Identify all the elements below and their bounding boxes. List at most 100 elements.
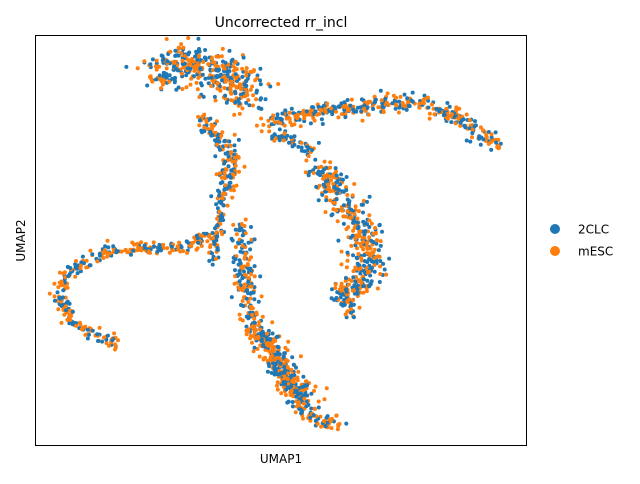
point-2clc [131,248,136,253]
point-mesc [384,272,389,277]
point-mesc [373,225,378,230]
point-mesc [345,258,350,263]
point-2clc [284,387,289,392]
point-2clc [214,67,219,72]
point-mesc [316,399,321,404]
point-2clc [380,229,384,234]
point-mesc [345,209,350,214]
point-mesc [202,112,207,117]
point-mesc [240,243,245,248]
point-2clc [320,170,325,175]
point-mesc [214,172,219,177]
point-mesc [196,114,201,119]
point-mesc [349,307,354,312]
point-mesc [229,98,234,103]
point-2clc [275,112,280,117]
point-mesc [142,59,147,64]
point-2clc [217,67,222,72]
point-2clc [197,118,202,123]
point-mesc [200,233,205,238]
point-mesc [302,396,307,401]
point-2clc [204,231,209,236]
point-2clc [213,154,218,159]
point-2clc [359,97,364,102]
point-mesc [464,112,469,117]
point-mesc [106,343,111,348]
point-mesc [242,272,247,277]
point-2clc [304,109,309,114]
point-2clc [356,225,361,229]
point-mesc [497,145,502,150]
point-mesc [323,107,328,111]
point-mesc [283,393,288,397]
point-2clc [278,116,283,121]
point-2clc [316,169,321,174]
point-2clc [231,260,236,265]
point-2clc [241,55,246,60]
point-2clc [358,271,363,276]
point-2clc [203,76,208,81]
point-2clc [209,75,214,80]
point-2clc [258,78,262,83]
point-mesc [245,263,250,268]
point-2clc [323,179,328,184]
point-mesc [385,91,390,96]
point-mesc [179,42,184,47]
point-mesc [336,115,341,120]
point-2clc [236,262,241,267]
point-mesc [189,76,194,81]
point-2clc [215,246,220,250]
point-2clc [276,345,281,349]
point-mesc [56,307,61,312]
point-2clc [232,143,237,148]
point-mesc [268,358,273,362]
point-2clc [330,212,335,217]
point-mesc [217,171,222,176]
point-mesc [219,229,224,234]
point-2clc [173,75,177,80]
point-mesc [378,239,383,244]
point-2clc [81,261,86,266]
point-mesc [231,68,236,73]
point-mesc [167,79,172,84]
point-mesc [79,327,84,332]
point-2clc [244,79,249,84]
point-2clc [289,106,294,111]
point-2clc [232,148,237,153]
point-mesc [193,63,198,68]
point-mesc [266,118,271,123]
point-2clc [195,236,200,241]
point-2clc [459,118,464,123]
point-2clc [367,283,372,288]
point-mesc [331,182,336,186]
point-mesc [282,123,287,128]
point-mesc [458,123,463,128]
point-mesc [417,105,422,110]
point-2clc [341,203,346,208]
point-2clc [236,97,241,102]
point-2clc [332,185,337,190]
point-2clc [320,192,325,197]
point-2clc [246,279,251,284]
point-2clc [355,287,360,292]
point-2clc [289,384,294,388]
point-mesc [322,397,327,402]
point-mesc [215,142,219,147]
legend-marker-2clc [550,224,560,234]
point-2clc [362,284,366,288]
point-2clc [90,252,95,257]
point-mesc [402,103,407,108]
point-mesc [113,342,117,347]
point-mesc [84,258,89,263]
point-2clc [299,145,304,150]
point-mesc [272,138,277,143]
point-mesc [59,279,64,284]
point-mesc [334,413,339,418]
point-mesc [228,91,233,96]
point-mesc [259,294,264,299]
point-2clc [282,368,287,373]
point-2clc [353,279,358,284]
point-mesc [453,121,458,126]
legend: 2CLC mESC [550,223,613,259]
point-2clc [472,124,477,129]
